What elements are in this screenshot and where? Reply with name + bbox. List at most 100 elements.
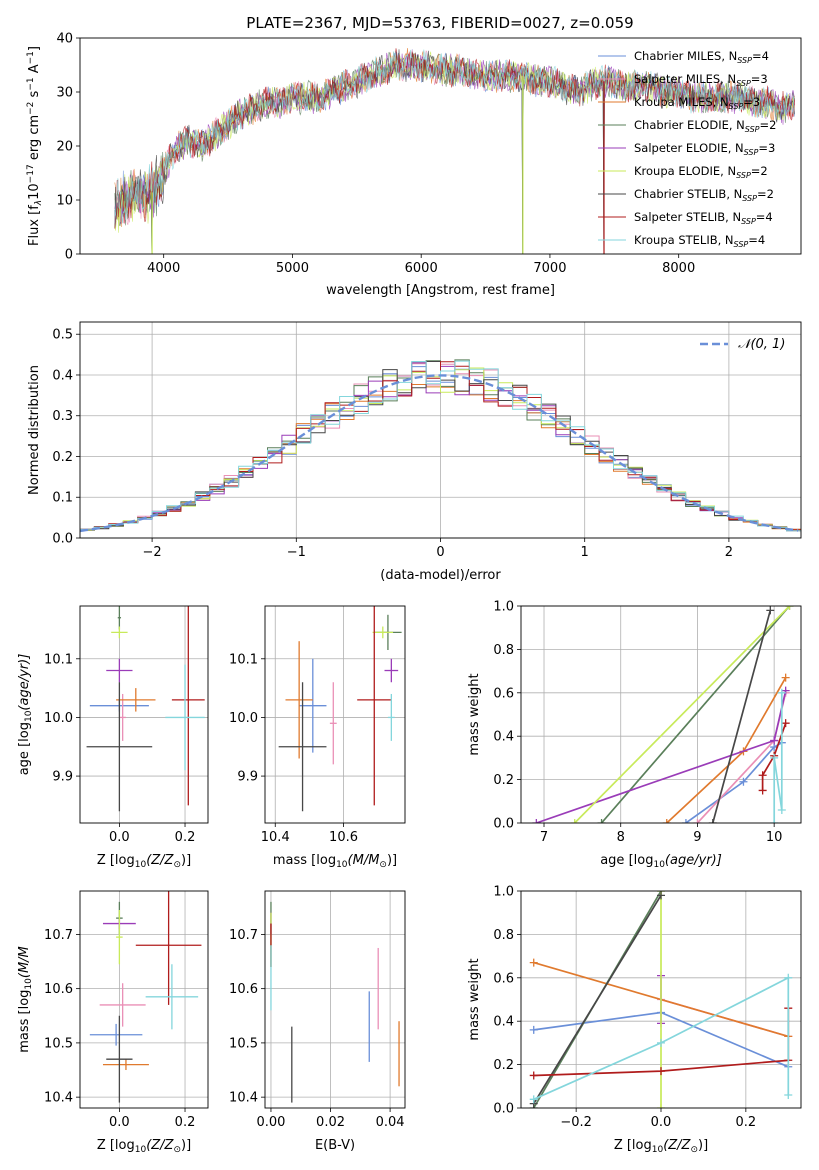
x-tick-label: 0.2 xyxy=(175,1115,196,1130)
weight-series-line xyxy=(532,894,662,1105)
x-tick-label: 7 xyxy=(540,830,548,845)
weight-point-marker xyxy=(781,673,790,682)
weight-point-marker xyxy=(529,1071,538,1080)
label-part: A xyxy=(27,64,42,77)
data-point xyxy=(135,891,202,1005)
data-point xyxy=(372,626,394,639)
label-part: 10 xyxy=(135,860,147,870)
legend-entry: Salpeter MILES, NSSP=3 xyxy=(598,72,768,88)
weight-point-marker xyxy=(570,819,579,823)
x-axis-label: wavelength [Angstrom, rest frame] xyxy=(326,283,555,298)
y-tick-label: 10.1 xyxy=(44,652,73,667)
x-axis-label: Z [log10(Z/Z⊙)] xyxy=(97,853,191,870)
label-part: ⊙ xyxy=(173,860,181,870)
y-tick-label: 0.8 xyxy=(493,928,514,943)
weight-series-line xyxy=(600,606,791,823)
label-part: SSP xyxy=(745,125,760,134)
label-part: age [log xyxy=(17,722,32,775)
y-tick-label: 0.4 xyxy=(493,1015,514,1030)
y-tick-label: 0.0 xyxy=(493,817,514,832)
data-point xyxy=(89,1023,143,1046)
y-tick-label: 10.0 xyxy=(44,711,73,726)
x-tick-label: 9 xyxy=(693,830,701,845)
label-part: Z [log xyxy=(97,853,135,868)
label-part: SSP xyxy=(736,79,751,88)
y-axis-label: Flux [fλ10−17 erg cm−2 s−1 A−1] xyxy=(26,46,44,246)
data-point xyxy=(384,658,399,683)
legend-label: Kroupa STELIB, NSSP=4 xyxy=(634,233,765,249)
label-part: Flux [f xyxy=(27,205,42,246)
axes-frame xyxy=(264,890,406,1109)
y-tick-label: 0.1 xyxy=(52,491,73,506)
legend-entry: Salpeter STELIB, NSSP=4 xyxy=(598,210,773,226)
x-tick-label: 10.6 xyxy=(329,830,358,845)
error-bars xyxy=(89,891,202,1103)
y-tick-label: 1.0 xyxy=(493,885,514,900)
legend-label: Chabrier STELIB, NSSP=2 xyxy=(634,187,774,203)
x-tick-label: 0.04 xyxy=(376,1115,405,1130)
legend-entry: Chabrier MILES, NSSP=4 xyxy=(598,49,769,65)
x-axis-label: Z [log10(Z/Z⊙)] xyxy=(614,1138,708,1155)
label-part: ⊙ xyxy=(173,1145,181,1155)
label-part: 10 xyxy=(135,1145,147,1155)
x-axis-label: E(B-V) xyxy=(315,1138,355,1153)
data-point xyxy=(111,626,128,639)
weight-point-marker xyxy=(693,819,702,823)
legend-entry: Chabrier ELODIE, NSSP=2 xyxy=(598,118,776,134)
label-part: SSP xyxy=(744,148,759,157)
label-part: Chabrier STELIB, N xyxy=(634,187,742,201)
weight-series-line xyxy=(711,610,772,823)
x-axis-label: Z [log10(Z/Z⊙)] xyxy=(97,1138,191,1155)
y-tick-label: 0.2 xyxy=(493,773,514,788)
data-point xyxy=(99,983,146,1027)
data-point xyxy=(387,693,395,741)
y-axis-label: mass weight xyxy=(467,958,482,1040)
age-vs-Z-panel: 0.0 0.29.910.010.1Z [log10(Z/Z⊙)]age [log… xyxy=(17,605,209,870)
x-tick-label: 2 xyxy=(725,545,733,560)
y-axis-label: mass weight xyxy=(467,673,482,755)
x-tick-label: −2 xyxy=(143,545,162,560)
y-tick-label: 10.5 xyxy=(229,1036,258,1051)
data-point xyxy=(145,964,199,1030)
label-part: =3 xyxy=(743,95,760,109)
y-tick-label: 0.8 xyxy=(493,643,514,658)
axes-frame xyxy=(264,605,406,824)
label-part: Salpeter MILES, N xyxy=(634,72,736,86)
weight-series xyxy=(529,891,793,1108)
weight-point-marker xyxy=(739,777,748,786)
label-part: 10 xyxy=(336,860,348,870)
weight-point-marker xyxy=(529,958,538,967)
x-tick-label: 4000 xyxy=(147,261,180,276)
x-tick-label: −1 xyxy=(287,545,306,560)
label-part: λ xyxy=(34,200,44,206)
data-point xyxy=(116,688,156,712)
weight-point-marker xyxy=(777,805,786,814)
legend-label: Salpeter STELIB, NSSP=4 xyxy=(634,210,773,226)
data-point xyxy=(329,682,337,765)
data-point xyxy=(119,693,126,741)
weight-point-marker xyxy=(784,1090,793,1099)
x-tick-label: 10.4 xyxy=(261,830,290,845)
y-tick-label: 0.0 xyxy=(52,532,73,547)
label-part: SSP xyxy=(736,171,751,180)
panels: 4000 5000 6000 7000 8000010203040wavelength … xyxy=(17,32,802,1155)
y-tick-label: 1.0 xyxy=(493,600,514,615)
y-tick-label: 0.4 xyxy=(52,368,73,383)
legend-label: Salpeter ELODIE, NSSP=3 xyxy=(634,141,775,157)
weight-point-marker xyxy=(766,606,775,615)
y-tick-label: 0.6 xyxy=(493,686,514,701)
label-part: (Z/Z xyxy=(663,1138,691,1153)
label-part: )] xyxy=(698,1138,708,1153)
y-tick-label: 10.4 xyxy=(229,1091,258,1106)
y-axis-label: Normed distribution xyxy=(27,365,42,495)
legend-entry: Kroupa MILES, NSSP=3 xyxy=(598,95,760,111)
label-part: =3 xyxy=(751,72,768,86)
x-axis-label: mass [log10(M/M⊙)] xyxy=(273,853,397,870)
weight-point-marker xyxy=(657,891,665,900)
weight-point-marker xyxy=(681,819,690,823)
weight-series xyxy=(532,606,794,823)
legend-label: Salpeter MILES, NSSP=3 xyxy=(634,72,768,88)
label-part: mass [log xyxy=(17,990,32,1053)
x-tick-label: 0.0 xyxy=(651,1115,672,1130)
